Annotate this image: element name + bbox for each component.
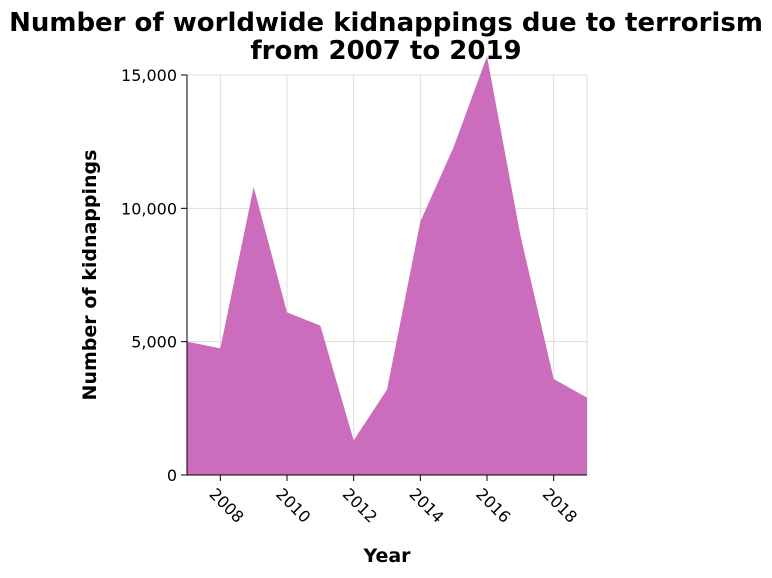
x-tick-label: 2012 bbox=[339, 484, 381, 526]
x-tick-label: 2008 bbox=[206, 484, 248, 526]
chart-title-line-2: from 2007 to 2019 bbox=[250, 36, 522, 66]
x-tick-label: 2016 bbox=[472, 484, 514, 526]
y-tick-label: 0 bbox=[167, 466, 177, 485]
x-tick-label: 2018 bbox=[539, 484, 581, 526]
axes bbox=[186, 75, 587, 476]
x-tick-label: 2010 bbox=[272, 484, 314, 526]
y-tick-label: 15,000 bbox=[121, 66, 177, 85]
y-axis-label: Number of kidnappings bbox=[79, 150, 101, 401]
area-series-kidnappings bbox=[187, 56, 587, 475]
y-tick-label: 10,000 bbox=[121, 199, 177, 218]
x-tick-label: 2014 bbox=[406, 484, 448, 526]
chart-title-line-1: Number of worldwide kidnappings due to t… bbox=[9, 8, 763, 38]
x-axis-label: Year bbox=[362, 545, 411, 567]
y-tick-label: 5,000 bbox=[131, 333, 177, 352]
